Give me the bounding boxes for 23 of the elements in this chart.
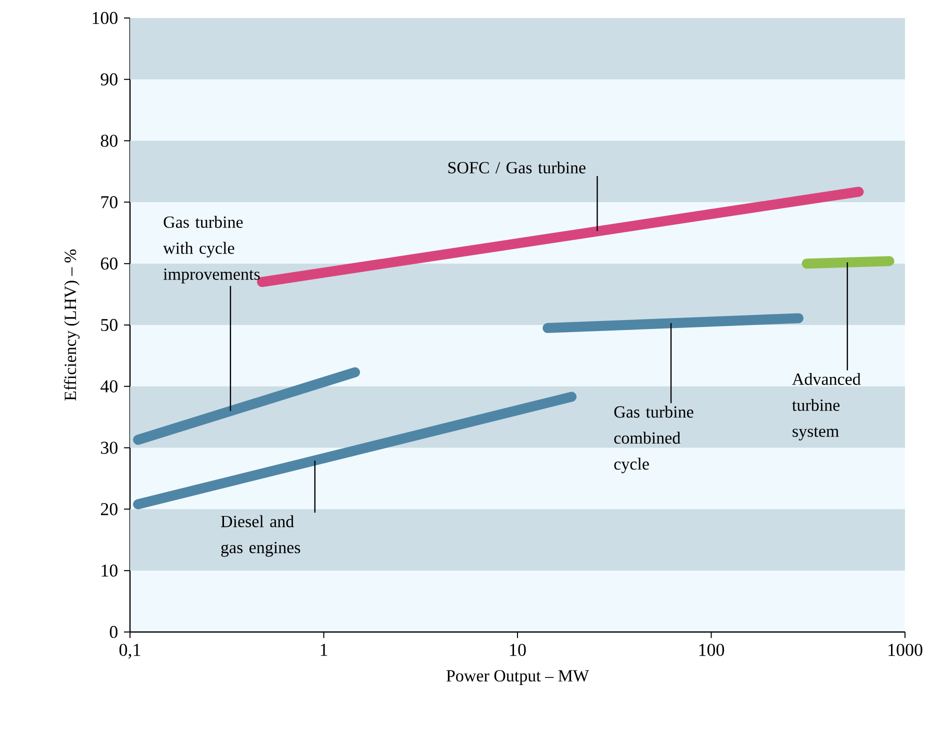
y-tick-label: 80: [100, 134, 118, 147]
y-tick-label: 100: [92, 12, 118, 24]
y-tick-label: 10: [102, 564, 118, 577]
annotation: Diesel and gas engines: [220, 515, 300, 557]
y-tick-label: 40: [100, 380, 118, 392]
annotation: Gas turbine combined cycle: [614, 406, 694, 474]
x-tick-label: 0,1: [119, 644, 140, 659]
y-tick-label: 70: [101, 196, 118, 208]
y-tick-label: 90: [100, 73, 118, 86]
annotation: Advanced turbine system: [792, 372, 861, 440]
y-tick-label: 0: [110, 626, 118, 638]
y-tick-label: 50: [101, 318, 118, 332]
y-tick-label: 20: [100, 503, 118, 516]
annotation: Gas turbine with cycle improvements: [163, 216, 260, 284]
x-axis-title: Power Output – MW: [446, 670, 589, 685]
annotation: SOFC / Gas turbine: [448, 161, 586, 174]
y-tick-label: 60: [100, 258, 118, 270]
y-axis-title: Efficiency (LHV) – %: [64, 249, 80, 401]
x-tick-label: 1: [320, 644, 328, 656]
y-tick-label: 30: [101, 442, 118, 454]
x-tick-label: 10: [510, 644, 526, 656]
x-tick-label: 1000: [888, 644, 922, 656]
x-tick-label: 100: [699, 644, 724, 656]
